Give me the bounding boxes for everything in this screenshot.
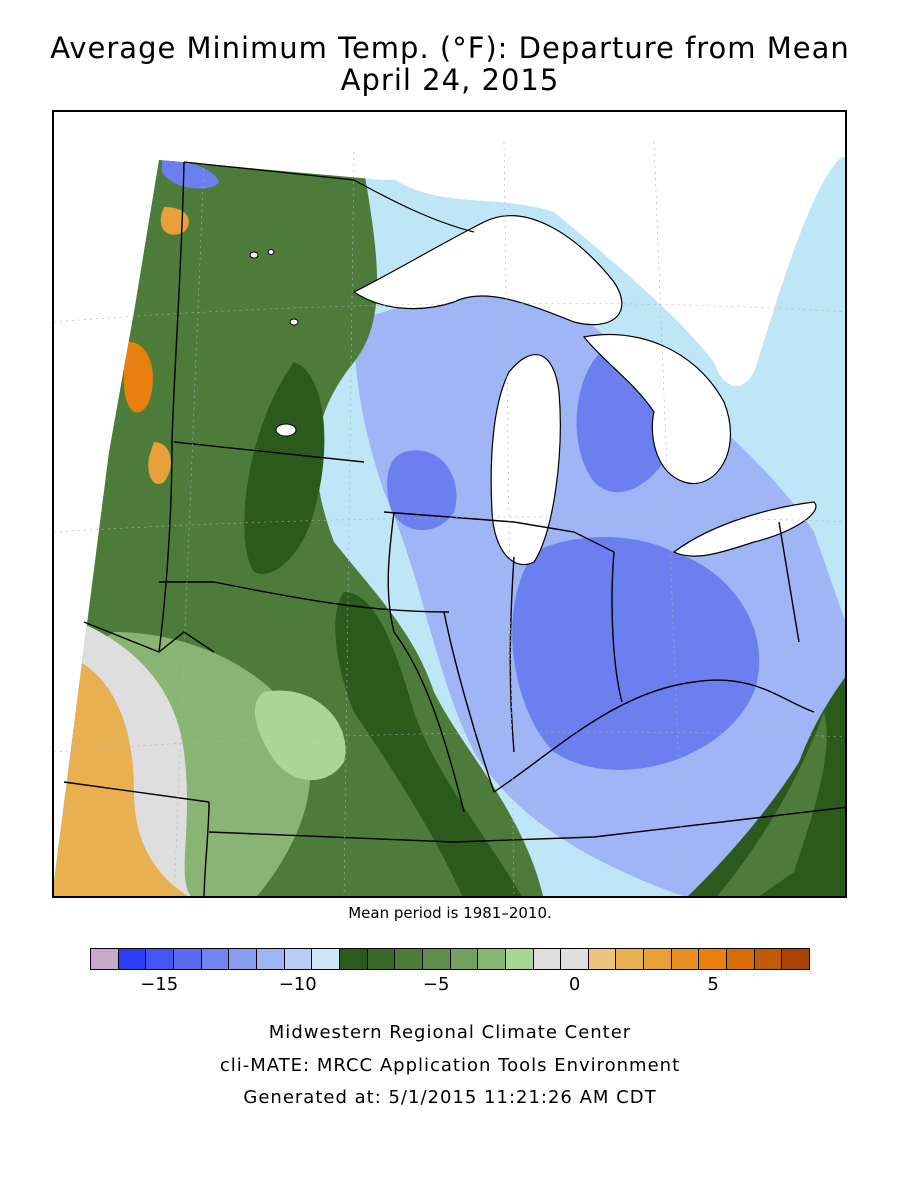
legend-swatch xyxy=(173,949,202,969)
legend-swatch xyxy=(616,949,645,969)
map-canvas xyxy=(54,112,845,896)
legend-swatch xyxy=(91,949,119,969)
legend-tick-label: −5 xyxy=(422,974,450,995)
legend-swatch xyxy=(146,949,174,969)
legend-swatch xyxy=(478,949,506,969)
legend-swatch xyxy=(229,949,257,969)
mean-period-note: Mean period is 1981–2010. xyxy=(348,904,552,922)
legend-tick-label: 5 xyxy=(707,974,719,995)
temperature-departure-map xyxy=(52,110,847,898)
legend-swatch xyxy=(588,949,617,969)
legend-colorbar xyxy=(90,948,810,970)
legend-swatch xyxy=(561,949,589,969)
footer-generated: Generated at: 5/1/2015 11:21:26 AM CDT xyxy=(243,1087,657,1108)
legend-swatch xyxy=(422,949,451,969)
legend-swatch xyxy=(367,949,396,969)
footer-tool: cli-MATE: MRCC Application Tools Environ… xyxy=(219,1055,681,1076)
footer-org: Midwestern Regional Climate Center xyxy=(268,1022,632,1043)
legend-swatch xyxy=(727,949,755,969)
legend-tick-label: −15 xyxy=(140,974,179,995)
legend-swatch xyxy=(312,949,340,969)
legend-swatch xyxy=(339,949,368,969)
legend-swatch xyxy=(782,949,810,969)
legend-swatch xyxy=(671,949,700,969)
legend-swatch xyxy=(395,949,423,969)
legend-swatch xyxy=(505,949,534,969)
legend-swatch xyxy=(201,949,230,969)
legend-tick-label: −10 xyxy=(278,974,317,995)
legend-swatch xyxy=(699,949,728,969)
legend-ticks: −15 −10 −5 0 5 xyxy=(90,974,810,998)
legend-tick-label: 0 xyxy=(568,974,581,995)
legend-swatch xyxy=(644,949,672,969)
legend-swatch xyxy=(754,949,783,969)
legend-swatch xyxy=(533,949,562,969)
legend-swatch xyxy=(450,949,479,969)
map-title: Average Minimum Temp. (°F): Departure fr… xyxy=(50,31,850,65)
legend-swatch xyxy=(256,949,285,969)
legend-swatch xyxy=(118,949,147,969)
legend-swatch xyxy=(284,949,313,969)
map-date: April 24, 2015 xyxy=(340,63,560,97)
